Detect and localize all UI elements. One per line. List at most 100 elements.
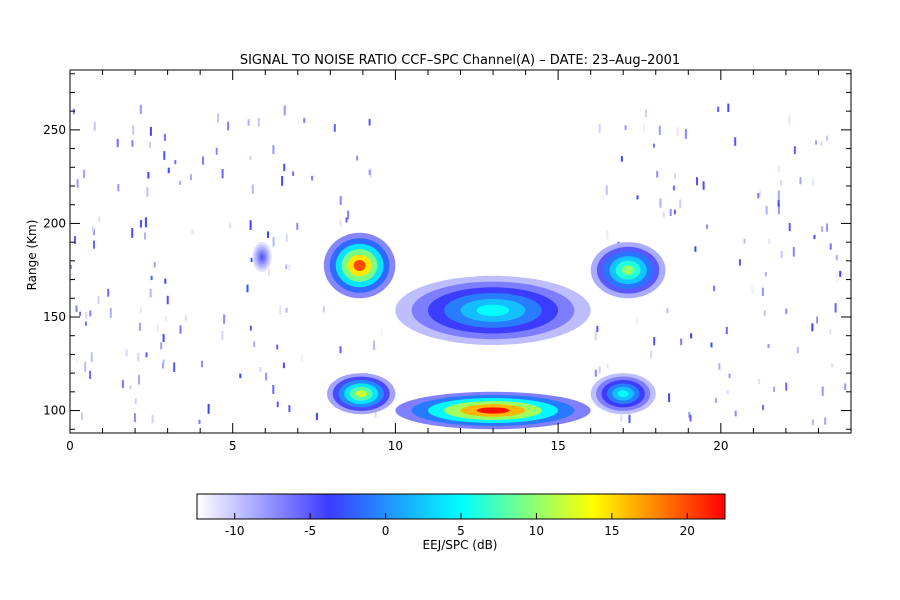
noise-speckle — [829, 243, 832, 250]
noise-speckle — [793, 146, 796, 155]
noise-speckle — [217, 113, 220, 123]
noise-speckle — [821, 386, 824, 396]
noise-speckle — [179, 180, 182, 185]
noise-speckle — [333, 124, 336, 132]
noise-speckle — [674, 172, 676, 179]
noise-speckle — [134, 398, 137, 405]
noise-speckle — [596, 325, 599, 332]
noise-speckle — [728, 373, 731, 378]
noise-speckle — [658, 125, 661, 135]
noise-speckle — [834, 303, 837, 313]
noise-speckle — [757, 193, 760, 199]
noise-speckle — [816, 316, 818, 324]
noise-speckle — [643, 123, 646, 133]
y-axis-label: Range (Km) — [25, 220, 39, 291]
echo-region — [590, 242, 666, 299]
noise-speckle — [131, 140, 134, 147]
noise-speckle — [282, 362, 285, 369]
noise-speckle — [796, 347, 799, 354]
noise-speckle — [283, 163, 286, 172]
noise-speckle — [75, 305, 78, 313]
noise-speckle — [668, 393, 671, 403]
noise-speckle — [598, 124, 601, 133]
noise-speckle — [166, 295, 169, 305]
y-tick-label: 250 — [43, 123, 66, 137]
noise-speckle — [160, 342, 163, 350]
noise-speckle — [696, 177, 698, 186]
noise-speckle — [636, 318, 639, 326]
noise-speckle — [89, 370, 92, 379]
echo-region — [252, 242, 272, 273]
noise-speckle — [676, 127, 679, 137]
noise-speckle — [133, 413, 136, 423]
noise-speckle — [132, 125, 135, 135]
noise-speckle — [311, 175, 314, 181]
noise-speckle — [138, 322, 141, 331]
noise-speckle — [777, 165, 780, 172]
noise-speckle — [151, 414, 154, 424]
noise-speckle — [163, 151, 166, 160]
noise-speckle — [259, 367, 262, 373]
noise-speckle — [227, 121, 230, 131]
noise-speckle — [356, 155, 359, 161]
noise-speckle — [777, 204, 780, 215]
echo-region — [395, 275, 591, 345]
noise-speckle — [368, 119, 371, 126]
colorbar-tick-label: -10 — [225, 524, 245, 538]
noise-speckle — [826, 135, 829, 141]
noise-speckle — [765, 206, 768, 215]
noise-speckle — [139, 307, 142, 313]
noise-speckle — [339, 346, 342, 354]
echo-contour — [260, 254, 264, 260]
noise-speckle — [717, 106, 720, 112]
noise-speckle — [734, 137, 737, 146]
noise-speckle — [821, 226, 824, 233]
noise-speckle — [121, 380, 124, 389]
noise-speckle — [672, 185, 675, 191]
noise-speckle — [117, 184, 120, 192]
noise-speckle — [767, 344, 770, 349]
echo-contour — [621, 265, 635, 275]
noise-speckle — [223, 314, 226, 324]
x-tick-label: 0 — [66, 439, 74, 453]
noise-speckle — [156, 324, 159, 333]
noise-speckle — [116, 138, 119, 148]
noise-speckle — [836, 273, 839, 283]
noise-speckle — [606, 230, 609, 240]
noise-speckle — [281, 176, 284, 186]
noise-speckle — [107, 288, 110, 297]
noise-speckle — [249, 220, 252, 230]
noise-speckle — [153, 262, 156, 268]
noise-speckle — [239, 373, 242, 379]
noise-speckle — [215, 147, 218, 155]
noise-speckle — [835, 255, 838, 261]
y-tick-label: 200 — [43, 216, 66, 230]
noise-speckle — [79, 311, 82, 316]
noise-speckle — [762, 404, 765, 411]
noise-speckle — [288, 264, 291, 271]
noise-speckle — [249, 155, 252, 160]
colorbar: -10 -5 0 5 10 15 20 — [196, 493, 726, 538]
noise-speckle — [339, 219, 342, 227]
noise-speckle — [139, 104, 142, 115]
noise-speckle — [292, 171, 295, 176]
noise-speckle — [221, 169, 224, 179]
noise-speckle — [788, 115, 791, 124]
noise-speckle — [250, 257, 253, 262]
noise-speckle — [229, 222, 232, 229]
noise-speckle — [669, 208, 672, 216]
noise-speckle — [164, 278, 167, 284]
echo-contour — [355, 390, 367, 398]
echo-contour — [617, 390, 629, 398]
noise-speckle — [780, 250, 783, 258]
noise-speckle — [653, 143, 655, 148]
noise-speckle — [368, 169, 371, 176]
noise-speckle — [831, 363, 834, 368]
noise-speckle — [190, 174, 192, 181]
noise-speckle — [303, 118, 306, 123]
noise-speckle — [813, 234, 816, 240]
noise-speckle — [198, 419, 201, 425]
noise-speckle — [726, 390, 729, 395]
noise-speckle — [221, 330, 224, 340]
noise-speckle — [773, 386, 776, 392]
